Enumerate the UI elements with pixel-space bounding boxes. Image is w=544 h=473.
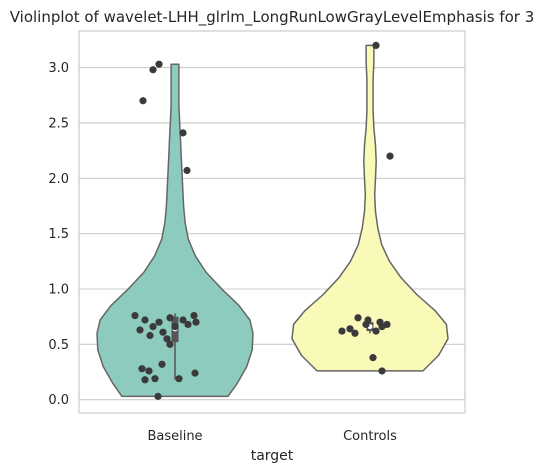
data-point	[378, 367, 386, 375]
data-point	[139, 97, 147, 105]
data-point	[154, 392, 162, 400]
data-point	[138, 365, 146, 373]
data-point	[183, 166, 191, 175]
x-tick-label: Controls	[343, 429, 397, 444]
data-point	[141, 316, 149, 324]
data-point	[166, 314, 174, 322]
data-point	[190, 311, 198, 320]
data-point	[338, 327, 346, 335]
data-point	[179, 129, 187, 137]
data-point	[372, 41, 380, 49]
data-point	[369, 354, 377, 362]
x-tick-label: Baseline	[147, 429, 202, 444]
data-point	[386, 152, 394, 160]
data-point	[155, 318, 163, 326]
data-point	[158, 360, 166, 368]
data-point	[192, 318, 200, 326]
y-tick-label: 1.0	[48, 282, 69, 297]
data-point	[351, 329, 359, 337]
y-tick-label: 3.0	[48, 61, 69, 76]
y-tick-label: 1.5	[48, 227, 69, 242]
data-point	[146, 331, 154, 340]
data-point	[149, 323, 157, 331]
data-point	[354, 314, 362, 322]
points	[131, 41, 394, 400]
data-point	[175, 375, 183, 383]
data-point	[149, 66, 157, 74]
data-point	[184, 320, 192, 329]
data-point	[362, 320, 370, 329]
data-point	[191, 369, 199, 377]
violin-body	[291, 44, 449, 372]
data-point	[159, 328, 167, 336]
plot-frame	[78, 30, 466, 414]
y-tick-label: 2.5	[48, 116, 69, 131]
data-point	[163, 335, 171, 343]
y-tick-label: 0.0	[48, 393, 69, 408]
data-point	[141, 376, 149, 384]
violins	[96, 44, 449, 398]
data-point	[131, 311, 139, 320]
data-point	[171, 323, 179, 331]
x-axis-title: target	[251, 448, 294, 464]
data-point	[378, 323, 386, 331]
data-point	[372, 327, 380, 335]
y-tick-labels: 0.0 0.5 1.0 1.5 2.0 2.5 3.0	[48, 61, 69, 408]
data-point	[179, 316, 187, 324]
data-point	[346, 325, 354, 333]
data-point	[151, 375, 159, 383]
y-tick-label: 2.0	[48, 172, 69, 187]
x-tick-labels: Baseline Controls	[147, 429, 397, 444]
y-tick-label: 0.5	[48, 338, 69, 353]
data-point	[136, 326, 144, 334]
chart-title: Violinplot of wavelet-LHH_glrlm_LongRunL…	[10, 8, 535, 27]
data-point	[166, 340, 174, 348]
data-point	[145, 367, 153, 375]
data-point	[155, 60, 163, 68]
